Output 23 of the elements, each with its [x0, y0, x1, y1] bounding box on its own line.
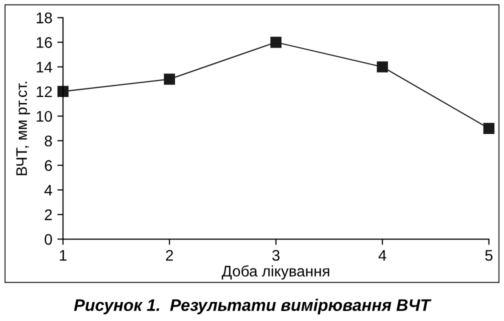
- x-tick-label: 3: [272, 250, 280, 261]
- y-tick-label: 10: [36, 110, 52, 122]
- x-tick-label: 1: [60, 250, 67, 261]
- point: [270, 36, 282, 48]
- y-tick-label: 18: [36, 12, 52, 24]
- point: [376, 61, 388, 72]
- y-axis-title: ВЧТ, мм рт.ст.: [16, 82, 30, 176]
- point: [57, 86, 69, 98]
- y-tick-label: 8: [44, 136, 52, 146]
- y-tick-label: 16: [36, 37, 52, 48]
- x-tick-label: 4: [378, 250, 386, 261]
- point: [483, 122, 494, 134]
- y-tick-label: 14: [36, 62, 52, 72]
- x-tick-label: 5: [485, 250, 492, 261]
- y-tick-label: 2: [44, 209, 52, 220]
- point: [164, 74, 176, 85]
- text: Рисунок 1. Результати вимірювання ВЧТ: [74, 298, 432, 314]
- x-tick-label: 2: [166, 250, 173, 261]
- y-tick-label: 6: [44, 160, 52, 171]
- y-tick-label: 0: [44, 234, 52, 245]
- y-tick-label: 12: [36, 86, 52, 98]
- x-axis-title: Доба лікування: [222, 265, 330, 280]
- y-tick-label: 4: [44, 184, 52, 196]
